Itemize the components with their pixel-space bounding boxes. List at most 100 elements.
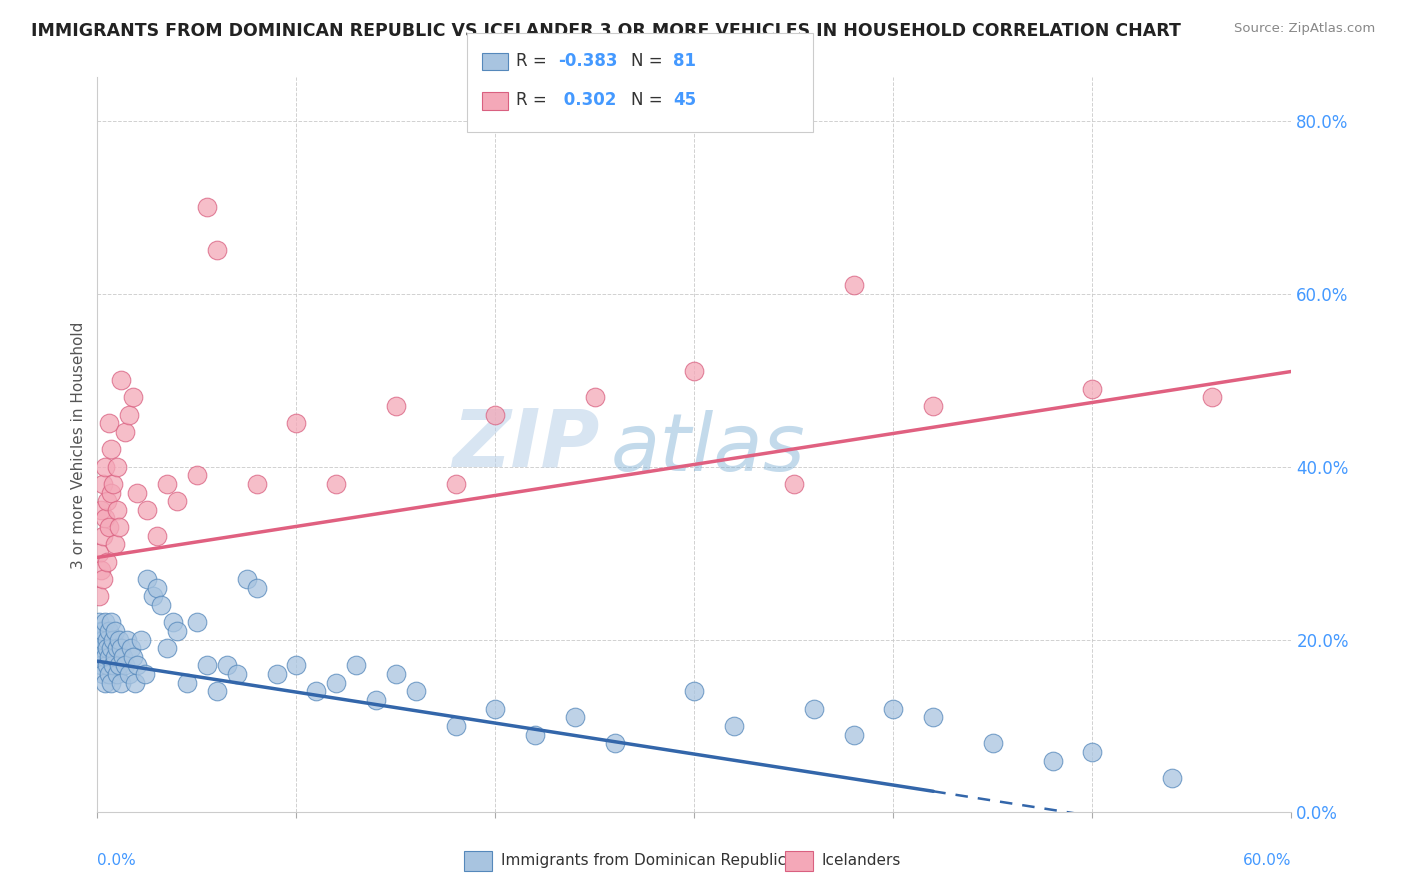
Point: [93, 667, 115, 681]
Point: [94, 675, 117, 690]
Point: [110, 373, 132, 387]
Point: [186, 615, 208, 630]
Point: [146, 581, 169, 595]
Point: [96, 641, 118, 656]
Point: [94, 459, 117, 474]
Text: 60.0%: 60.0%: [1243, 853, 1292, 868]
Text: Immigrants from Dominican Republic: Immigrants from Dominican Republic: [501, 854, 786, 868]
Point: [90, 649, 112, 664]
Point: [205, 244, 228, 258]
Text: IMMIGRANTS FROM DOMINICAN REPUBLIC VS ICELANDER 3 OR MORE VEHICLES IN HOUSEHOLD : IMMIGRANTS FROM DOMINICAN REPUBLIC VS IC…: [31, 22, 1181, 40]
Text: 0.0%: 0.0%: [97, 853, 136, 868]
Text: N =: N =: [631, 91, 668, 109]
Point: [405, 684, 427, 698]
Point: [104, 537, 127, 551]
Point: [385, 399, 408, 413]
Point: [100, 675, 122, 690]
Text: R =: R =: [516, 91, 553, 109]
Point: [93, 476, 115, 491]
Point: [89, 615, 111, 630]
Point: [96, 658, 118, 673]
Point: [96, 555, 118, 569]
Point: [93, 624, 115, 638]
Text: 45: 45: [673, 91, 696, 109]
Point: [96, 632, 118, 647]
Point: [93, 572, 115, 586]
Point: [98, 667, 121, 681]
Point: [96, 494, 118, 508]
Point: [215, 658, 238, 673]
Point: [285, 658, 308, 673]
Point: [104, 624, 127, 638]
Point: [136, 572, 159, 586]
Point: [110, 641, 132, 656]
Point: [118, 408, 141, 422]
Point: [683, 364, 706, 378]
Point: [246, 476, 269, 491]
Point: [364, 693, 387, 707]
Point: [842, 728, 865, 742]
Point: [98, 520, 121, 534]
Point: [484, 408, 506, 422]
Point: [93, 632, 115, 647]
Point: [122, 649, 145, 664]
Text: N =: N =: [631, 52, 668, 70]
Point: [94, 511, 117, 525]
Text: Source: ZipAtlas.com: Source: ZipAtlas.com: [1234, 22, 1375, 36]
Point: [90, 632, 112, 647]
Point: [1081, 745, 1104, 759]
Point: [105, 459, 128, 474]
Point: [103, 476, 125, 491]
Point: [127, 485, 149, 500]
Point: [93, 529, 115, 543]
Point: [105, 503, 128, 517]
Point: [94, 649, 117, 664]
Point: [89, 589, 111, 603]
Point: [146, 529, 169, 543]
Point: [344, 658, 367, 673]
Point: [205, 684, 228, 698]
Point: [98, 624, 121, 638]
Point: [981, 736, 1004, 750]
Point: [89, 632, 111, 647]
Point: [90, 503, 112, 517]
Point: [195, 200, 218, 214]
Point: [100, 615, 122, 630]
Point: [100, 442, 122, 457]
Point: [108, 632, 131, 647]
Text: 81: 81: [673, 52, 696, 70]
Point: [150, 598, 173, 612]
Text: R =: R =: [516, 52, 553, 70]
Point: [105, 667, 128, 681]
Point: [235, 572, 257, 586]
Point: [112, 649, 135, 664]
Point: [103, 632, 125, 647]
Point: [108, 520, 131, 534]
Point: [166, 624, 188, 638]
Point: [100, 485, 122, 500]
Point: [583, 391, 606, 405]
Point: [564, 710, 586, 724]
Point: [108, 658, 131, 673]
Point: [104, 649, 127, 664]
Point: [444, 476, 467, 491]
Point: [603, 736, 626, 750]
Point: [524, 728, 547, 742]
Text: atlas: atlas: [610, 409, 806, 488]
Point: [176, 675, 198, 690]
Point: [136, 503, 159, 517]
Point: [922, 399, 945, 413]
Point: [110, 675, 132, 690]
Point: [103, 658, 125, 673]
Point: [100, 641, 122, 656]
Point: [484, 702, 506, 716]
Point: [118, 667, 141, 681]
Point: [842, 277, 865, 292]
Point: [683, 684, 706, 698]
Point: [134, 667, 156, 681]
Point: [803, 702, 825, 716]
Text: Icelanders: Icelanders: [821, 854, 900, 868]
Point: [89, 546, 111, 560]
Point: [162, 615, 184, 630]
Point: [1161, 771, 1184, 785]
